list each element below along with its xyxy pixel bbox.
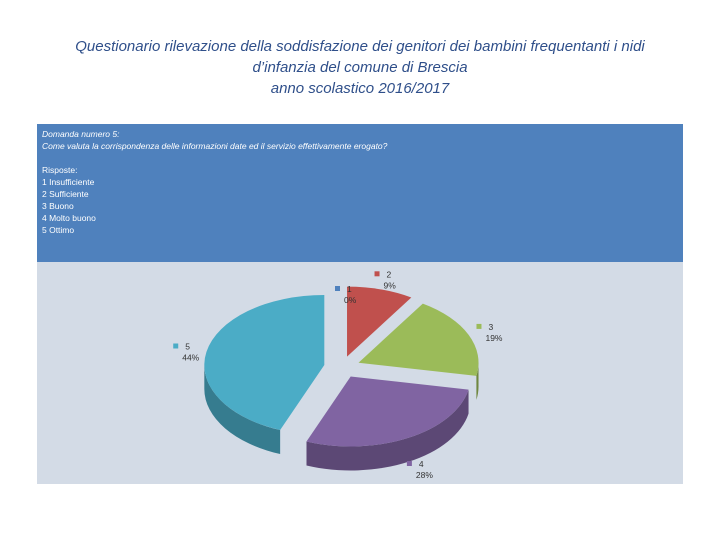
pie-slice-2	[347, 286, 412, 357]
answer-item-4: 4 Molto buono	[42, 213, 96, 223]
title-line-3: anno scolastico 2016/2017	[270, 80, 450, 97]
category-label-2: 2	[387, 269, 392, 279]
pie-slice-5	[204, 294, 325, 431]
value-label-3: 19%	[485, 333, 502, 343]
pie-chart-area: 1 0% 2 9% 3 19% 4 28% 5 44%	[37, 262, 683, 484]
title-line-2: d’infanzia del comune di Brescia	[252, 59, 468, 76]
answer-item-1: 1 Insufficiente	[42, 177, 95, 187]
answer-item-5: 5 Ottimo	[42, 225, 75, 235]
category-label-4: 4	[419, 459, 424, 469]
legend-marker-2	[374, 271, 380, 277]
title-line-1: Questionario rilevazione della soddisfaz…	[75, 38, 645, 55]
legend-marker-1	[335, 286, 340, 291]
page-title: Questionario rilevazione della soddisfaz…	[20, 36, 700, 99]
answer-item-3: 3 Buono	[42, 201, 74, 211]
value-label-5: 44%	[182, 352, 199, 362]
pie-labels: 10% 29% 319% 428% 544%	[173, 269, 503, 480]
answer-item-2: 2 Sufficiente	[42, 189, 89, 199]
pie-slice-side-5	[204, 364, 281, 455]
answers-title: Risposte:	[42, 165, 78, 175]
question-text: Come valuta la corrispondenza delle info…	[42, 141, 388, 151]
category-label-1: 1	[347, 284, 352, 294]
pie-tops	[204, 286, 479, 447]
pie-slice-side-4	[306, 389, 469, 471]
value-label-2: 9%	[384, 280, 397, 290]
category-label-3: 3	[488, 322, 493, 332]
category-label-5: 5	[185, 341, 190, 351]
pie-chart: 10% 29% 319% 428% 544%	[173, 269, 503, 480]
legend-marker-5	[173, 343, 179, 349]
value-label-4: 28%	[416, 470, 433, 480]
value-label-1: 0%	[344, 295, 357, 305]
question-label: Domanda numero 5:	[42, 129, 120, 139]
legend-marker-4	[406, 461, 412, 466]
pie-slice-3	[358, 303, 479, 376]
question-panel: Domanda numero 5: Come valuta la corrisp…	[37, 124, 683, 262]
pie-slice-4	[306, 376, 469, 447]
pie-slice-side-3	[476, 362, 479, 400]
pie-sides	[204, 362, 479, 471]
legend-marker-3	[476, 323, 482, 329]
